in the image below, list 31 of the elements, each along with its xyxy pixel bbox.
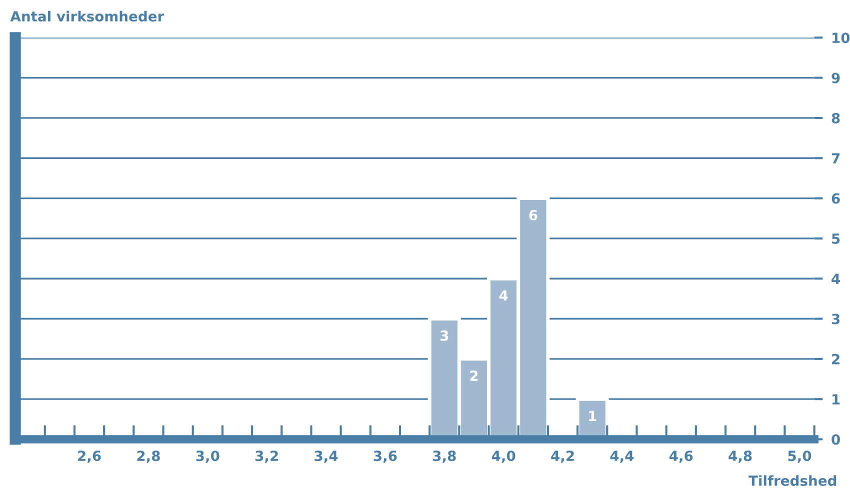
y-axis-title: Antal virksomheder bbox=[10, 10, 164, 22]
data-label: 4 bbox=[499, 290, 508, 301]
x-tick-label: 4,4 bbox=[610, 450, 634, 463]
y-tick-label: 7 bbox=[832, 153, 840, 164]
y-tick-label: 9 bbox=[832, 72, 840, 84]
y-tick-label: 0 bbox=[832, 434, 840, 445]
data-label: 6 bbox=[529, 210, 538, 220]
x-tick-label: 2,8 bbox=[137, 450, 160, 463]
x-tick-label: 3,8 bbox=[433, 450, 456, 463]
x-tick-label: 3,2 bbox=[255, 450, 278, 463]
y-tick-label: 8 bbox=[832, 112, 840, 124]
y-tick-label: 6 bbox=[832, 193, 840, 204]
x-tick-label: 4,8 bbox=[728, 450, 752, 463]
x-tick-label: 3,6 bbox=[374, 450, 397, 463]
x-tick-label: 3,0 bbox=[196, 450, 220, 463]
x-tick-label: 4,0 bbox=[492, 450, 516, 463]
y-tick-label: 1 bbox=[832, 394, 840, 404]
y-tick-label: 2 bbox=[832, 354, 840, 364]
data-label: 3 bbox=[440, 330, 448, 341]
data-label: 2 bbox=[470, 370, 478, 381]
x-tick-label: 5,0 bbox=[788, 450, 812, 463]
x-tick-label: 4,6 bbox=[669, 450, 693, 463]
data-label: 1 bbox=[589, 410, 596, 421]
x-tick-label: 4,2 bbox=[551, 450, 574, 463]
y-tick-label: 10 bbox=[832, 32, 850, 44]
y-tick-label: 4 bbox=[832, 274, 840, 284]
x-tick-label: 3,4 bbox=[314, 450, 338, 463]
x-tick-label: 2,6 bbox=[78, 450, 101, 463]
y-tick-label: 5 bbox=[832, 234, 840, 244]
y-tick-label: 3 bbox=[832, 314, 840, 324]
x-axis-title: Tilfredshed bbox=[748, 475, 836, 486]
